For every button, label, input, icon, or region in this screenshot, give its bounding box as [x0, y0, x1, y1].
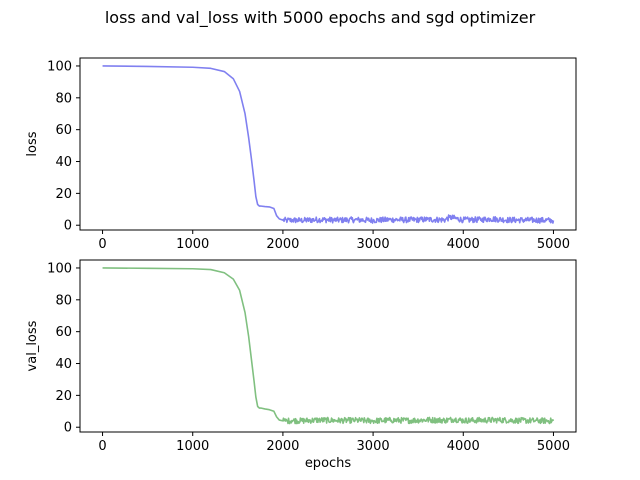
- y-tick-label: 60: [55, 123, 72, 138]
- x-tick-label: 1000: [176, 439, 209, 454]
- figure-title: loss and val_loss with 5000 epochs and s…: [105, 8, 536, 28]
- y-axis-label: val_loss: [25, 320, 40, 371]
- y-tick-label: 100: [47, 261, 72, 276]
- series-line: [102, 267, 555, 425]
- x-axis-label: epochs: [305, 456, 352, 471]
- subplot-loss: 0 1000 2000 3000 4000 5000 0 20 40 60 80 100 loss: [25, 57, 577, 252]
- x-tick-label: 2000: [266, 237, 299, 252]
- x-tick-label: 3000: [357, 237, 390, 252]
- y-tick-label: 40: [55, 155, 72, 170]
- series-line: [102, 65, 555, 224]
- x-tick-label: 4000: [447, 237, 480, 252]
- subplot-val-loss: 0 1000 2000 3000 4000 5000 0 20 40 60 80 100 val_los…: [25, 259, 577, 471]
- x-tick-label: 2000: [266, 439, 299, 454]
- x-tick-label: 0: [98, 439, 106, 454]
- y-tick-label: 0: [64, 219, 72, 234]
- axes-frame: [79, 259, 577, 433]
- y-tick-label: 40: [55, 357, 72, 372]
- y-tick-label: 100: [47, 59, 72, 74]
- y-tick-label: 80: [55, 91, 72, 106]
- y-tick-label: 80: [55, 293, 72, 308]
- axes-frame: [79, 57, 577, 231]
- x-tick-label: 3000: [357, 439, 390, 454]
- x-tick-label: 1000: [176, 237, 209, 252]
- x-tick-label: 5000: [537, 439, 570, 454]
- x-tick-label: 4000: [447, 439, 480, 454]
- y-axis-label: loss: [25, 131, 40, 156]
- y-tick-label: 20: [55, 187, 72, 202]
- x-tick-label: 0: [98, 237, 106, 252]
- y-tick-label: 0: [64, 421, 72, 436]
- y-tick-label: 20: [55, 389, 72, 404]
- x-tick-label: 5000: [537, 237, 570, 252]
- y-tick-label: 60: [55, 325, 72, 340]
